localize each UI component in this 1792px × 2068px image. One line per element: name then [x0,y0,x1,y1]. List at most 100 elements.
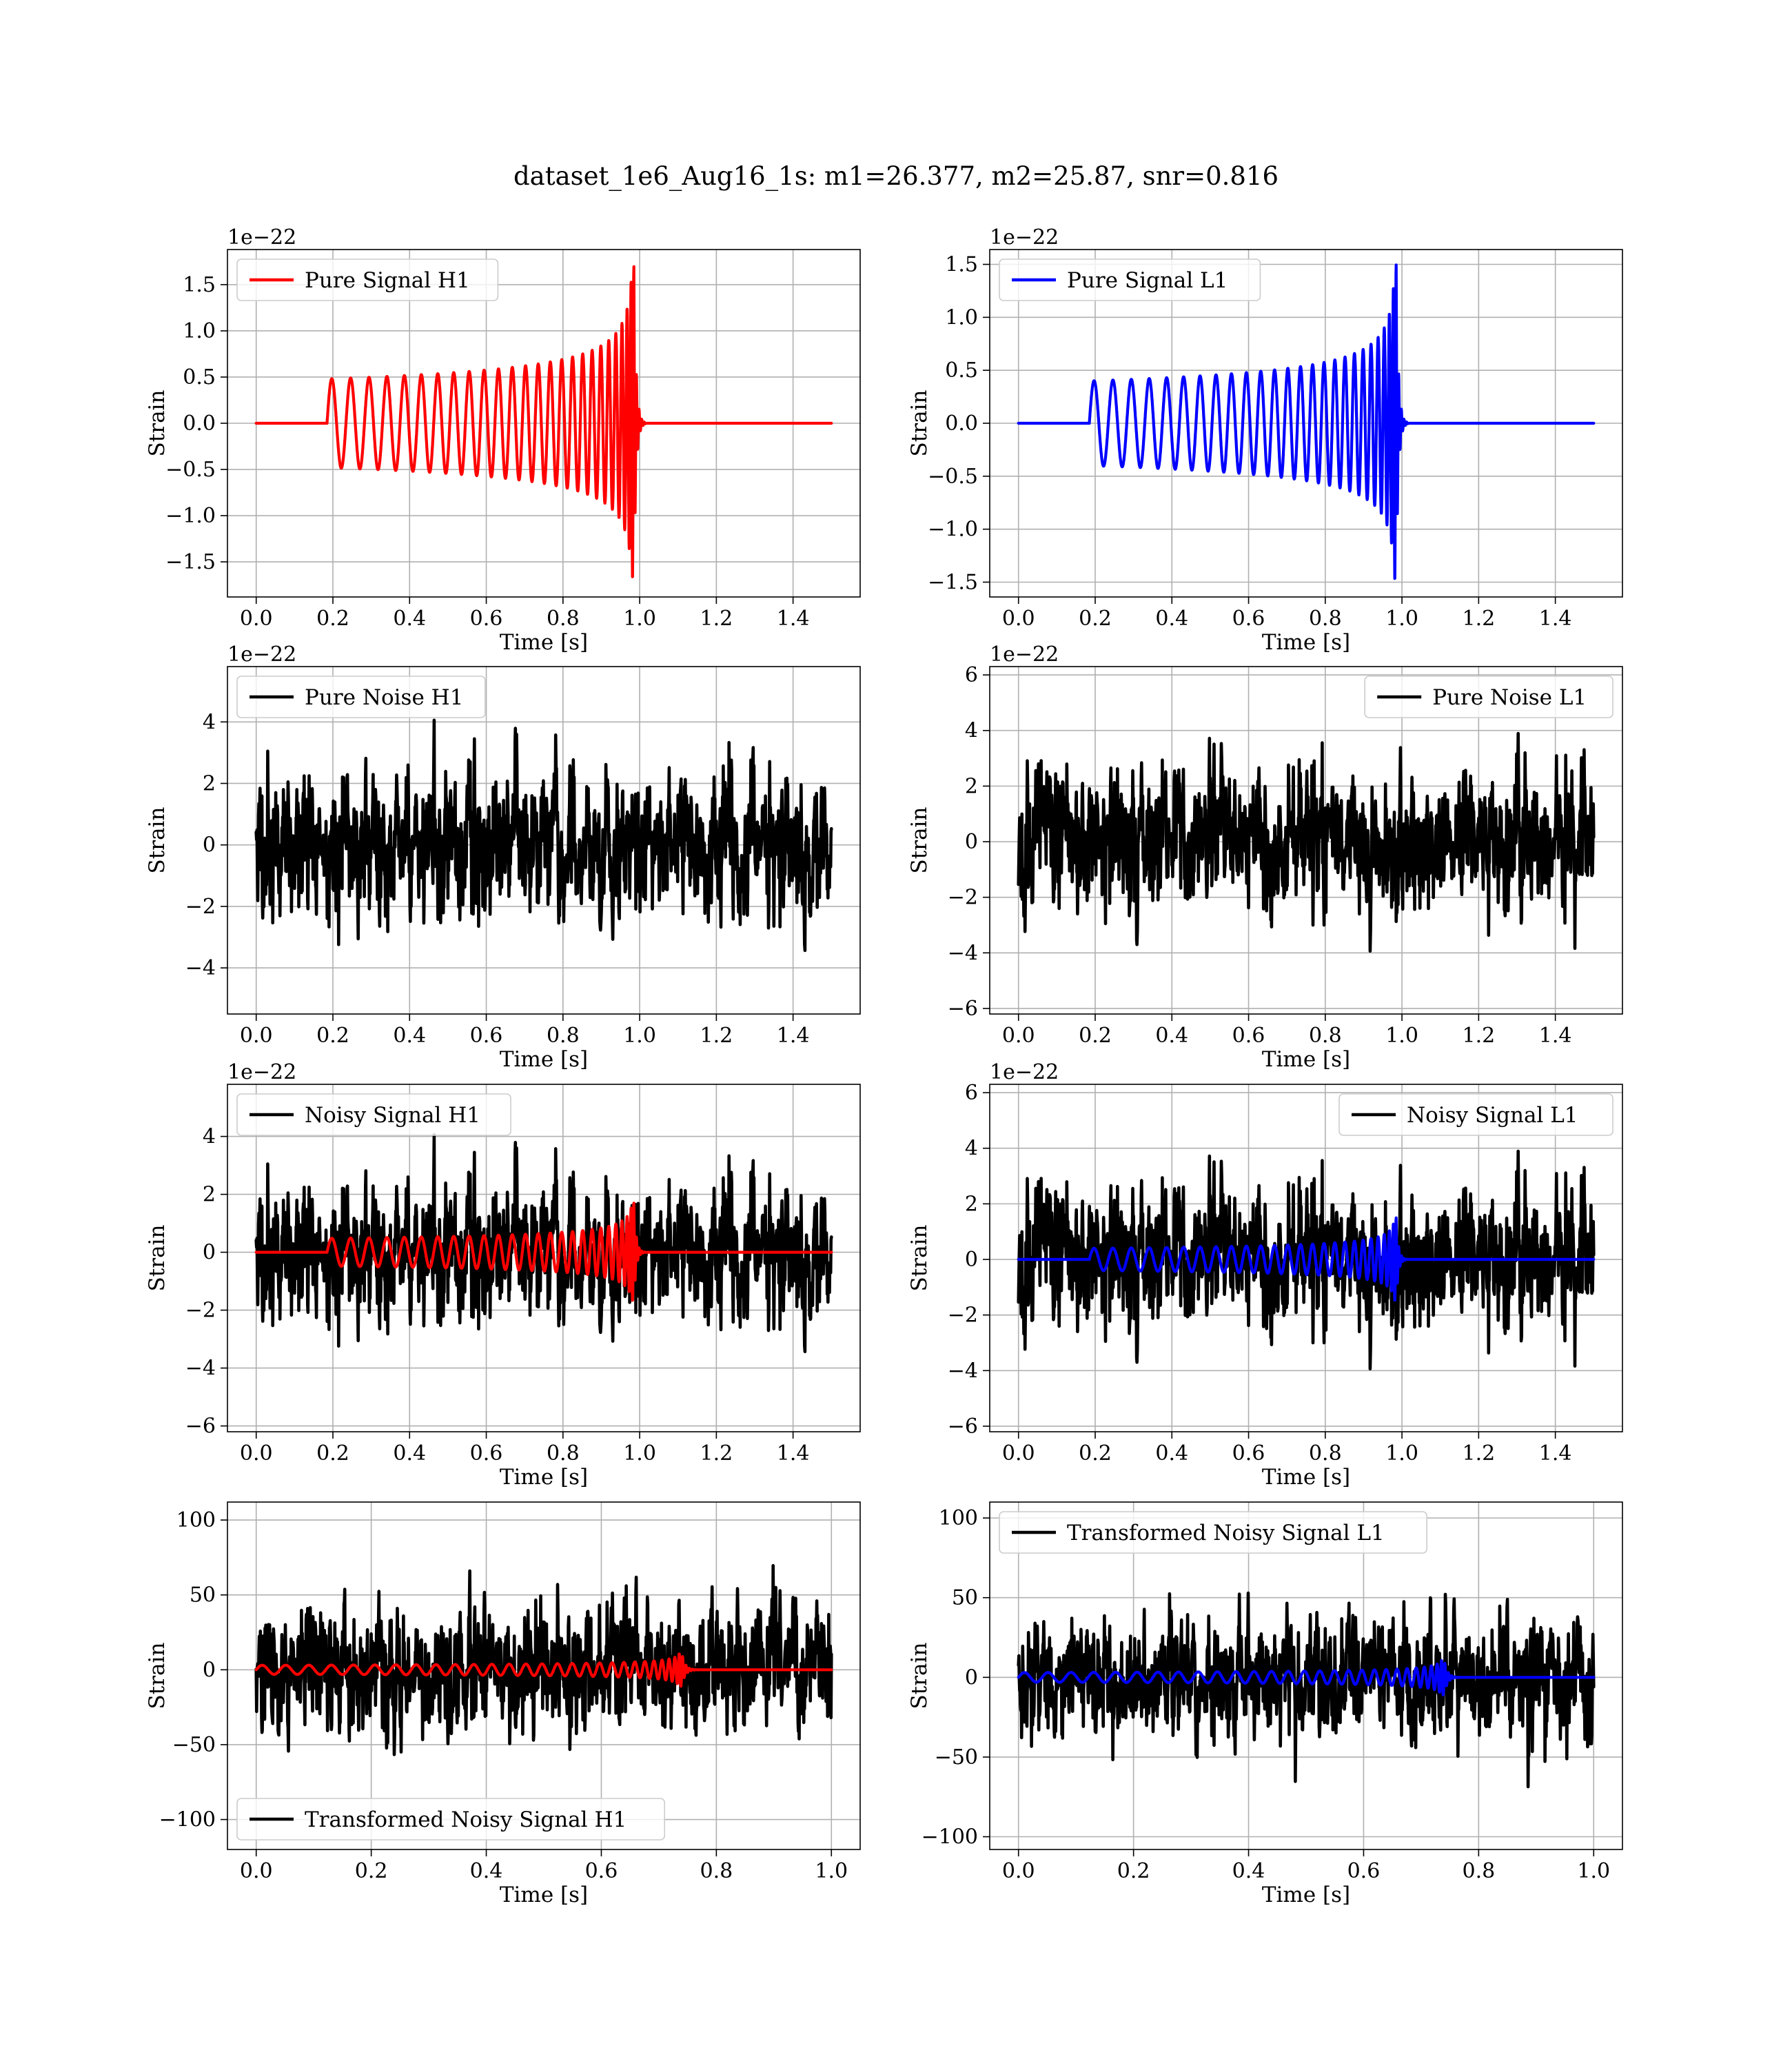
x-tick-label: 0.2 [316,1441,349,1466]
x-tick-label: 0.2 [1079,1024,1112,1048]
subplot-pure-noise-h1: 0.0 0.2 0.4 0.6 0.8 1.0 1.2 1.4 −4 −2 0 2 4 Time [s] S… [145,642,861,1072]
y-tick-label: 50 [952,1586,978,1610]
x-tick-label: 1.2 [1463,1024,1496,1048]
y-tick-label: 1.0 [183,319,216,343]
legend: Pure Noise L1 [1364,676,1613,718]
y-tick-label: 0.0 [945,412,978,436]
y-tick-label: −4 [948,941,978,965]
y-tick-label: 50 [190,1583,216,1608]
y-tick-label: −1.5 [165,550,216,574]
y-axis-label: Strain [145,390,170,457]
y-tick-label: 100 [176,1508,216,1532]
x-tick-label: 1.4 [777,607,810,631]
legend: Pure Signal L1 [999,258,1261,301]
y-tick-label: −1.0 [165,504,216,528]
series-line-0 [254,1133,833,1353]
series-line-0 [254,1563,833,1756]
subplot-noisy-signal-l1: 0.0 0.2 0.4 0.6 0.8 1.0 1.2 1.4 −6 −4 −2 0 2 4 6 Time [… [907,1060,1623,1490]
y-axis-label: Strain [145,1643,170,1710]
x-tick-label: 0.6 [470,1441,503,1466]
x-tick-label: 0.0 [1002,607,1035,631]
x-tick-label: 0.0 [1002,1024,1035,1048]
axes-frame [227,1084,861,1432]
y-axis-label: Strain [907,1643,932,1710]
y-tick-label: −2 [948,886,978,910]
y-tick-label: −4 [948,1359,978,1383]
offset-text: 1e−22 [227,642,296,667]
y-tick-label: 4 [203,710,216,734]
y-tick-label: −0.5 [165,458,216,482]
x-tick-label: 0.4 [1155,607,1188,631]
y-tick-label: 0 [203,1241,216,1265]
x-tick-label: 1.4 [1539,1441,1572,1466]
x-tick-label: 1.2 [1463,1441,1496,1466]
y-tick-label: 4 [965,1137,978,1161]
series-line-1 [1017,1659,1596,1696]
x-tick-label: 1.2 [1463,607,1496,631]
subplot-noisy-signal-h1: 0.0 0.2 0.4 0.6 0.8 1.0 1.2 1.4 −6 −4 −2 0 2 4 Time [s… [145,1060,861,1490]
legend: Pure Signal H1 [236,258,499,301]
y-tick-label: −2 [948,1304,978,1328]
y-tick-label: 1.5 [183,273,216,297]
x-tick-label: 0.2 [1079,1441,1112,1466]
x-tick-label: 1.4 [777,1024,810,1048]
y-tick-label: 4 [203,1125,216,1149]
legend-box [999,1511,1428,1554]
y-axis-label: Strain [145,807,170,874]
axes-frame [989,666,1623,1015]
x-tick-label: 0.8 [1463,1859,1496,1883]
subplot-pure-signal-l1: 0.0 0.2 0.4 0.6 0.8 1.0 1.2 1.4 −1.5 −1.0 −0.5 0.0 0… [907,225,1623,655]
series-line-0 [1017,1149,1596,1370]
y-tick-label: −6 [948,1415,978,1439]
legend: Pure Noise H1 [236,676,486,718]
x-tick-label: 0.2 [1079,607,1112,631]
series-line-0 [1017,731,1596,953]
y-tick-label: 0.0 [183,412,216,436]
x-tick-label: 1.4 [1539,1024,1572,1048]
x-tick-label: 0.4 [393,1024,426,1048]
y-tick-label: 6 [965,1081,978,1105]
x-tick-label: 1.4 [1539,607,1572,631]
x-tick-label: 1.0 [1385,1024,1418,1048]
x-tick-label: 1.2 [700,607,733,631]
offset-text: 1e−22 [990,225,1059,250]
legend-box [236,1093,511,1136]
x-tick-label: 0.8 [1309,607,1342,631]
y-tick-label: 0 [203,833,216,858]
y-axis-label: Strain [907,390,932,457]
y-axis-label: Strain [907,807,932,874]
series-line-1 [254,1652,833,1688]
y-tick-label: −4 [185,1357,216,1381]
legend-box [1338,1093,1613,1136]
y-tick-label: 1.0 [945,305,978,330]
y-tick-label: 0 [965,830,978,854]
x-axis-label: Time [s] [1262,1883,1350,1907]
y-tick-label: −0.5 [928,465,978,489]
x-tick-label: 0.8 [1309,1024,1342,1048]
y-tick-label: 6 [965,663,978,687]
y-tick-label: −2 [185,1299,216,1323]
subplot-pure-noise-l1: 0.0 0.2 0.4 0.6 0.8 1.0 1.2 1.4 −6 −4 −2 0 2 4 6 Time [… [907,642,1623,1072]
offset-text: 1e−22 [990,1060,1059,1084]
x-tick-label: 0.4 [1232,1859,1265,1883]
y-tick-label: 0 [203,1658,216,1682]
x-tick-label: 1.0 [815,1859,848,1883]
x-tick-label: 0.4 [1155,1024,1188,1048]
y-tick-label: 0.5 [183,365,216,389]
subplot-transformed-noisy-signal-l1: 0.0 0.2 0.4 0.6 0.8 1.0 −100 −50 0 50 100 Time [s] S… [907,1501,1623,1907]
x-tick-label: 1.4 [777,1441,810,1466]
legend: Noisy Signal H1 [236,1093,511,1136]
x-axis-label: Time [s] [500,1465,588,1490]
y-tick-label: 1.5 [945,253,978,277]
x-tick-label: 1.2 [700,1441,733,1466]
x-tick-label: 0.8 [547,1024,580,1048]
x-tick-label: 0.6 [1232,1441,1265,1466]
subplot-pure-signal-h1: 0.0 0.2 0.4 0.6 0.8 1.0 1.2 1.4 −1.5 −1.0 −0.5 0.0 0… [145,225,861,655]
x-tick-label: 0.6 [1347,1859,1381,1883]
x-axis-label: Time [s] [500,1047,588,1072]
x-tick-label: 0.0 [240,1024,273,1048]
x-tick-label: 0.2 [355,1859,388,1883]
legend-label: Pure Signal H1 [305,268,470,293]
x-tick-label: 0.0 [240,1441,273,1466]
